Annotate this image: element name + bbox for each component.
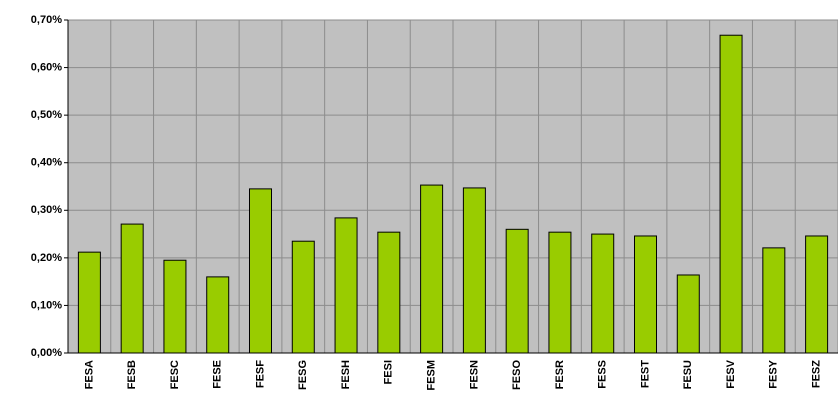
bar [548, 231, 572, 354]
x-tick-label: FESG [297, 360, 309, 390]
x-tick-label: FESM [426, 360, 438, 391]
y-tick-label: 0,20% [31, 252, 62, 264]
bar [291, 240, 315, 354]
bar [77, 251, 101, 354]
x-tick-label: FESE [212, 360, 224, 389]
x-tick-label: FESO [511, 360, 523, 390]
y-tick-label: 0,10% [31, 299, 62, 311]
bar [719, 34, 743, 354]
x-tick-label: FESN [468, 360, 480, 389]
x-tick-label: FESA [83, 360, 95, 389]
y-tick-label: 0,00% [31, 347, 62, 359]
bar [163, 259, 187, 354]
y-tick-label: 0,70% [31, 14, 62, 26]
x-tick-label: FESI [383, 360, 395, 384]
bar [805, 235, 829, 354]
bar [762, 247, 786, 354]
bar [420, 184, 444, 354]
x-tick-label: FESB [126, 360, 138, 389]
bar [634, 235, 657, 354]
bar [120, 223, 144, 354]
x-tick-label: FESR [554, 360, 566, 389]
x-tick-label: FESS [597, 360, 609, 389]
x-tick-label: FESZ [811, 360, 823, 388]
x-tick-label: FEST [639, 360, 651, 388]
bar [591, 233, 615, 354]
bar [462, 187, 486, 354]
x-tick-label: FESY [768, 359, 780, 388]
bar [505, 228, 529, 354]
x-tick-label: FESF [254, 360, 266, 388]
x-tick-label: FESU [682, 360, 694, 389]
bar [249, 188, 272, 354]
bar [377, 231, 401, 354]
y-tick-label: 0,30% [31, 204, 62, 216]
y-tick-label: 0,50% [31, 109, 62, 121]
x-tick-label: FESH [340, 360, 352, 389]
bar [676, 274, 700, 354]
bar [206, 276, 230, 354]
x-tick-label: FESV [725, 359, 737, 388]
y-tick-label: 0,60% [31, 61, 62, 73]
x-tick-label: FESC [169, 360, 181, 389]
bar [334, 217, 358, 354]
y-tick-label: 0,40% [31, 157, 62, 169]
